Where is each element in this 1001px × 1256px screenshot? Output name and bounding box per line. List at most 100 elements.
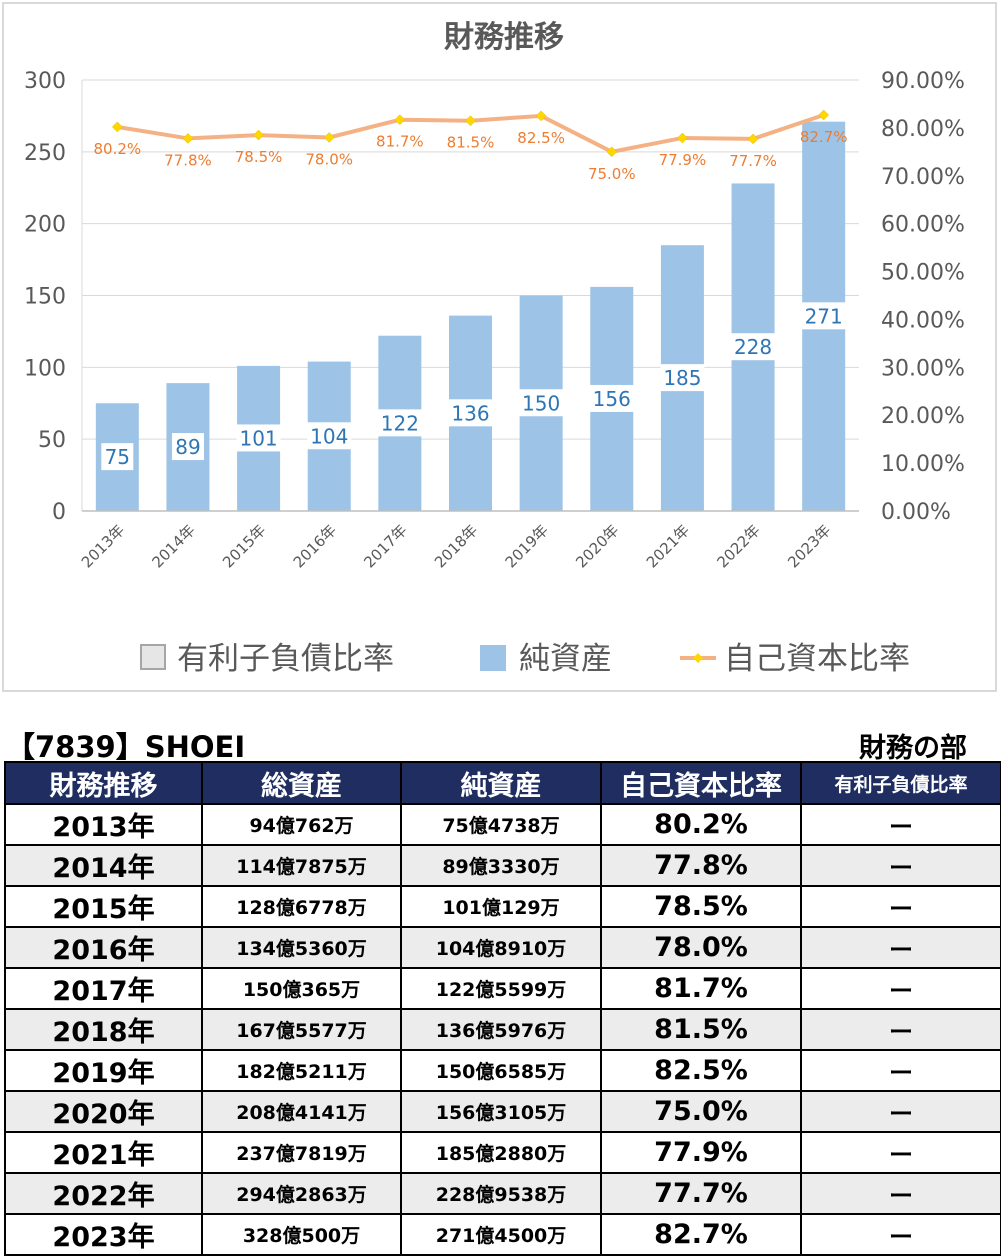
cell-total-assets: 150億365万	[201, 967, 402, 1010]
y2-tick-label: 60.00%	[881, 213, 965, 238]
data-label-bg	[377, 409, 422, 437]
x-tick-label: 2021年	[643, 521, 693, 571]
data-label-bg	[448, 399, 493, 427]
x-tick-label: 2020年	[572, 521, 622, 571]
cell-equity-ratio: 81.7%	[600, 967, 802, 1010]
line-point	[394, 114, 406, 126]
company-title: 【7839】SHOEI	[6, 730, 246, 764]
y2-tick-label: 50.00%	[881, 261, 965, 286]
data-label-bg	[589, 384, 634, 412]
bar-data-label: 271	[805, 304, 843, 328]
cell-net-assets: 75億4738万	[400, 803, 602, 846]
line-point	[535, 110, 547, 122]
header-debt-ratio: 有利子負債比率	[800, 761, 1001, 805]
cell-year: 2015年	[4, 885, 203, 928]
cell-net-assets: 228億9538万	[400, 1172, 602, 1215]
y2-tick-label: 90.00%	[881, 69, 965, 94]
legend-label: 自己資本比率	[724, 641, 910, 677]
line-data-label: 78.0%	[305, 150, 353, 168]
cell-year: 2019年	[4, 1049, 203, 1092]
legend-swatch-debt-ratio	[140, 644, 166, 670]
cell-equity-ratio: 82.5%	[600, 1049, 802, 1092]
line-data-label: 80.2%	[93, 140, 141, 158]
cell-total-assets: 167億5577万	[201, 1008, 402, 1051]
bar-data-label: 156	[593, 387, 631, 411]
line-point	[818, 109, 830, 121]
x-tick-label: 2022年	[714, 521, 764, 571]
cell-debt-ratio: ー	[800, 1213, 1001, 1256]
y-tick-label: 50	[38, 428, 66, 453]
cell-net-assets: 122億5599万	[400, 967, 602, 1010]
cell-equity-ratio: 81.5%	[600, 1008, 802, 1051]
table-row: 2020年 208億4141万 156億3105万 75.0% ー	[4, 1090, 1001, 1133]
cell-net-assets: 89億3330万	[400, 844, 602, 887]
data-label-bg	[731, 333, 776, 361]
cell-total-assets: 237億7819万	[201, 1131, 402, 1174]
line-data-label: 81.7%	[376, 133, 424, 151]
chart: 財務推移 0 50 100 150 200 250 300 0.00% 10.00% 20.00% 3…	[24, 20, 965, 677]
line-point	[606, 146, 618, 158]
legend-marker-equity-ratio	[693, 653, 703, 663]
y2-tick-label: 20.00%	[881, 404, 965, 429]
legend-label: 純資産	[519, 641, 612, 677]
header-period: 財務推移	[4, 761, 203, 805]
cell-total-assets: 208億4141万	[201, 1090, 402, 1133]
cell-debt-ratio: ー	[800, 967, 1001, 1010]
cell-total-assets: 94億762万	[201, 803, 402, 846]
table-row: 2023年 328億500万 271億4500万 82.7% ー	[4, 1213, 1001, 1256]
cell-debt-ratio: ー	[800, 1172, 1001, 1215]
line-data-label: 81.5%	[447, 134, 495, 152]
cell-debt-ratio: ー	[800, 803, 1001, 846]
data-label-bg	[307, 422, 352, 450]
y2-tick-label: 40.00%	[881, 308, 965, 333]
bar-data-label: 185	[663, 366, 701, 390]
y-tick-label: 250	[24, 141, 66, 166]
cell-equity-ratio: 77.9%	[600, 1131, 802, 1174]
cell-net-assets: 150億6585万	[400, 1049, 602, 1092]
data-label-bg	[660, 364, 705, 392]
cell-year: 2014年	[4, 844, 203, 887]
line-point	[323, 132, 335, 143]
x-tick-label: 2013年	[78, 521, 128, 571]
y-tick-label: 100	[24, 356, 66, 381]
cell-net-assets: 185億2880万	[400, 1131, 602, 1174]
bar-data-label: 150	[522, 391, 560, 415]
cell-debt-ratio: ー	[800, 1131, 1001, 1174]
cell-debt-ratio: ー	[800, 1049, 1001, 1092]
y-tick-label: 0	[52, 500, 66, 525]
cell-total-assets: 128億6778万	[201, 885, 402, 928]
cell-equity-ratio: 77.8%	[600, 844, 802, 887]
cell-equity-ratio: 77.7%	[600, 1172, 802, 1215]
cell-total-assets: 114億7875万	[201, 844, 402, 887]
x-tick-label: 2019年	[502, 521, 552, 571]
line-point	[677, 132, 688, 144]
y-tick-label: 300	[24, 69, 66, 94]
line-data-label: 75.0%	[588, 165, 636, 183]
cell-debt-ratio: ー	[800, 926, 1001, 969]
bar-data-label: 136	[451, 401, 489, 425]
table-row: 2022年 294億2863万 228億9538万 77.7% ー	[4, 1172, 1001, 1215]
y2-tick-label: 10.00%	[881, 452, 965, 477]
section-title: 財務の部	[859, 733, 967, 764]
y2-tick-label: 80.00%	[881, 117, 965, 142]
line-point	[465, 115, 476, 127]
data-label-bg	[519, 389, 564, 417]
cell-net-assets: 156億3105万	[400, 1090, 602, 1133]
line-data-label: 77.7%	[729, 152, 777, 170]
line-point	[111, 121, 123, 133]
financial-table: 財務推移 総資産 純資産 自己資本比率 有利子負債比率 2013年 94億762万…	[4, 761, 1001, 1256]
header-net-assets: 純資産	[400, 761, 602, 805]
x-tick-label: 2023年	[784, 521, 834, 571]
legend-label: 有利子負債比率	[177, 641, 394, 677]
table-row: 2018年 167億5577万 136億5976万 81.5% ー	[4, 1008, 1001, 1051]
line-data-label: 82.7%	[800, 128, 848, 146]
cell-total-assets: 294億2863万	[201, 1172, 402, 1215]
x-tick-label: 2014年	[148, 521, 198, 571]
line-point	[182, 133, 194, 144]
line-data-label: 78.5%	[235, 148, 283, 166]
cell-debt-ratio: ー	[800, 844, 1001, 887]
bar-data-label: 101	[239, 426, 277, 450]
cell-year: 2013年	[4, 803, 203, 846]
y-tick-label: 150	[24, 285, 66, 310]
header-total-assets: 総資産	[201, 761, 402, 805]
